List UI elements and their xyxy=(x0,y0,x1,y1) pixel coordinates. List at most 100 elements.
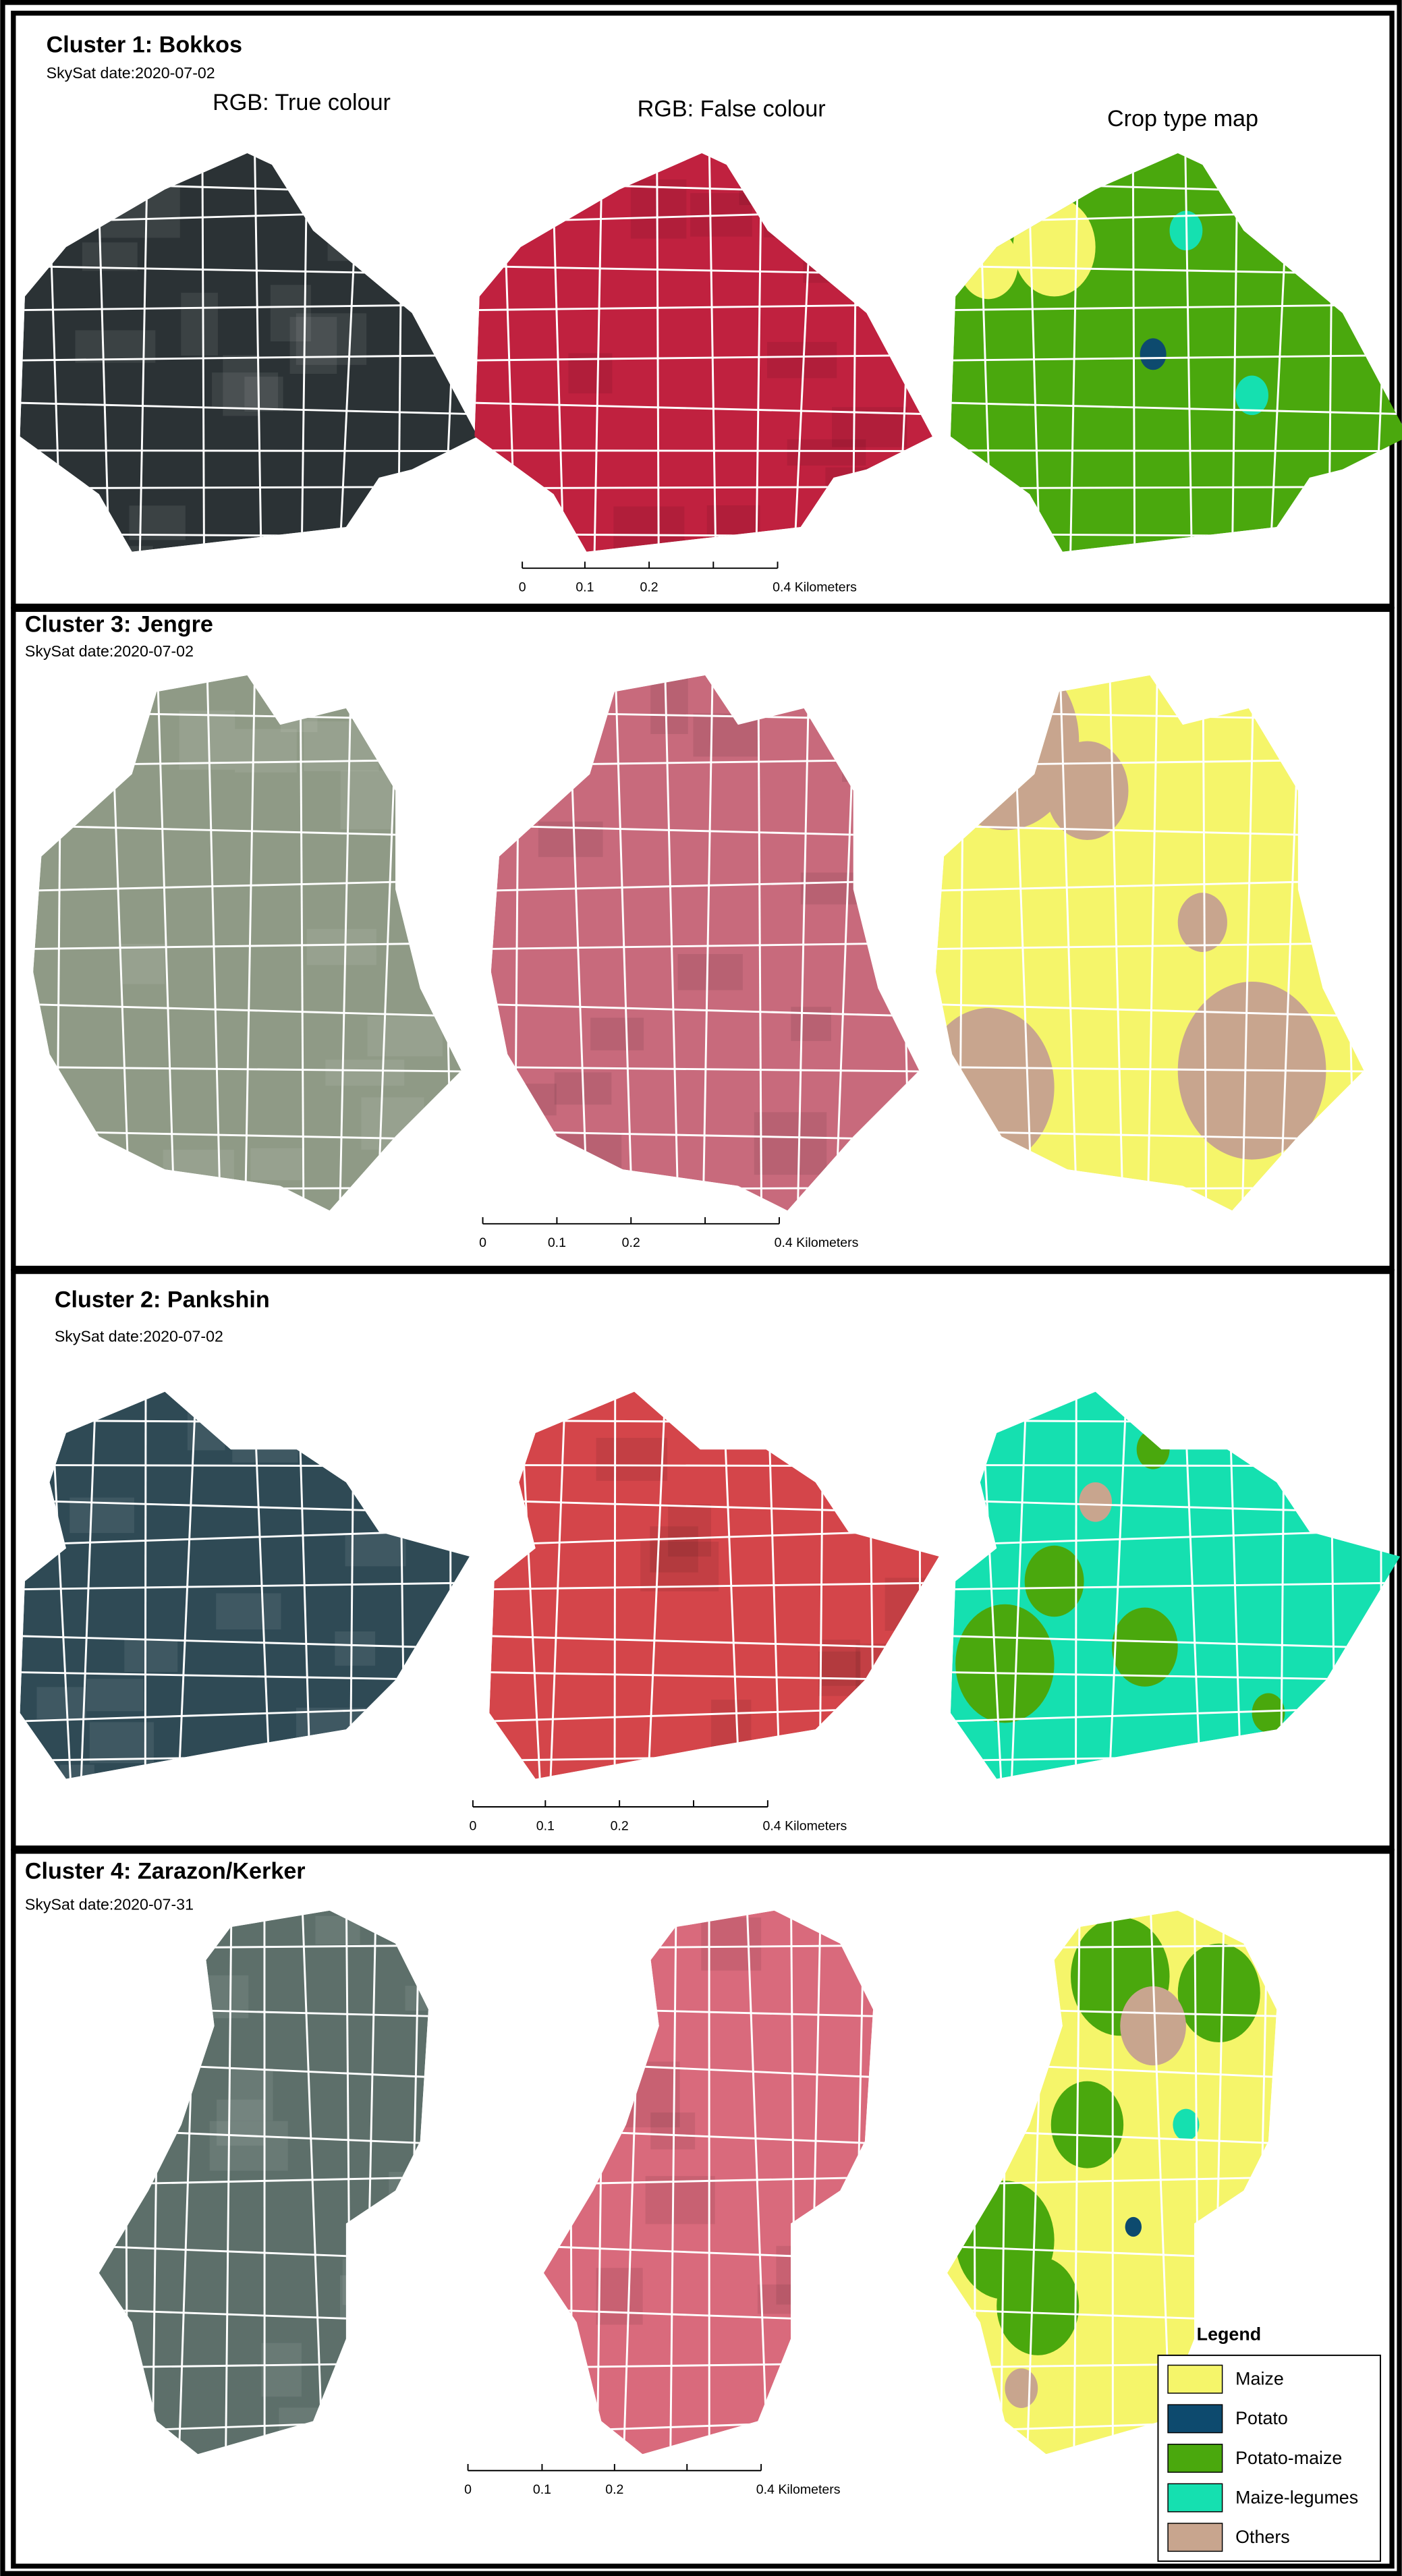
field-boundary xyxy=(664,675,679,1211)
legend-swatch xyxy=(1167,2443,1223,2473)
texture xyxy=(367,1016,443,1057)
field-boundary xyxy=(935,1003,1364,1017)
field-boundary xyxy=(1146,675,1158,1211)
legend-title: Legend xyxy=(1197,2324,1261,2345)
texture xyxy=(82,242,138,271)
texture xyxy=(345,1534,406,1567)
field-boundary xyxy=(935,824,1364,838)
panel-date: SkySat date:2020-07-31 xyxy=(25,1896,194,1913)
panel-title: Cluster 3: Jengre xyxy=(25,612,213,638)
crop-patch xyxy=(1177,893,1227,952)
field-boundary xyxy=(1131,153,1136,552)
legend-swatch xyxy=(1167,2364,1223,2394)
panel-frame xyxy=(11,10,1395,609)
field-boundary xyxy=(796,675,810,1211)
field-boundary xyxy=(1228,1391,1242,1779)
field-boundary xyxy=(244,675,256,1211)
panel-date: SkySat date:2020-07-02 xyxy=(55,1327,223,1345)
texture xyxy=(89,1722,154,1764)
field-boundary xyxy=(708,153,717,552)
scale-label: 0 xyxy=(479,1235,486,1250)
scale-label: 0.4 Kilometers xyxy=(773,580,857,595)
scale-label: 0.4 Kilometers xyxy=(763,1818,847,1833)
texture xyxy=(75,330,156,363)
scale-label: 0.1 xyxy=(536,1818,555,1833)
field-boundary xyxy=(298,1391,312,1779)
texture xyxy=(800,872,862,905)
texture xyxy=(818,1651,861,1696)
field-boundary xyxy=(1075,1391,1077,1779)
field-boundary xyxy=(80,1391,97,1779)
scale-label: 0.4 Kilometers xyxy=(756,2482,841,2497)
scale-label: 0.2 xyxy=(622,1235,640,1250)
map-area xyxy=(20,153,478,552)
field-boundary xyxy=(201,153,205,552)
field-boundary xyxy=(1073,1910,1081,2455)
crop-patch xyxy=(955,1604,1055,1723)
field-boundary xyxy=(746,1910,768,2455)
texture xyxy=(289,316,337,374)
texture xyxy=(179,710,235,770)
legend-label: Maize-legumes xyxy=(1235,2487,1358,2507)
field-boundary xyxy=(1108,1391,1127,1779)
field-boundary xyxy=(593,153,603,552)
map xyxy=(20,1391,470,1779)
texture xyxy=(223,355,260,416)
map-area xyxy=(490,675,920,1211)
field-boundary xyxy=(474,401,932,416)
panel-frame xyxy=(11,1849,1395,2569)
field-boundary xyxy=(138,153,149,552)
legend-swatch xyxy=(1167,2404,1223,2434)
field-boundary xyxy=(1059,675,1078,1211)
field-boundary xyxy=(950,1581,1401,1591)
texture xyxy=(325,1059,405,1086)
texture xyxy=(212,372,279,409)
field-boundary xyxy=(144,1391,147,1779)
field-boundary xyxy=(950,1635,1401,1650)
field-boundary xyxy=(647,1391,667,1779)
field-boundary xyxy=(722,1391,740,1779)
crop-patch xyxy=(1252,1693,1285,1733)
texture xyxy=(306,928,376,965)
crop-patch xyxy=(1177,1943,1260,2043)
crop-patch xyxy=(1050,2081,1124,2168)
field-boundary xyxy=(299,675,305,1211)
legend-label: Potato xyxy=(1235,2408,1288,2428)
map xyxy=(20,153,478,552)
field-boundary xyxy=(1241,675,1255,1211)
texture xyxy=(181,292,218,356)
scale-label: 0.2 xyxy=(605,2482,623,2497)
field-boundary xyxy=(755,153,763,552)
legend-label: Maize xyxy=(1235,2369,1284,2389)
texture xyxy=(124,1639,178,1673)
field-boundary xyxy=(614,675,634,1211)
field-boundary xyxy=(669,1910,677,2455)
panel-frame xyxy=(11,607,1395,1271)
scale-label: 0.1 xyxy=(533,2482,551,2497)
legend-swatch xyxy=(1167,2483,1223,2513)
legend-label: Others xyxy=(1235,2527,1290,2547)
field-boundary xyxy=(489,1635,939,1650)
field-boundary xyxy=(1184,153,1193,552)
texture xyxy=(121,943,165,984)
field-boundary xyxy=(33,824,461,838)
texture xyxy=(596,2268,643,2325)
field-boundary xyxy=(20,1671,470,1681)
field-boundary xyxy=(157,675,175,1211)
field-boundary xyxy=(206,675,221,1211)
texture xyxy=(229,2068,273,2121)
texture xyxy=(650,675,688,734)
crop-patch xyxy=(1235,375,1268,416)
field-boundary xyxy=(20,401,478,416)
field-boundary xyxy=(1069,153,1079,552)
field-boundary xyxy=(20,1635,470,1650)
texture xyxy=(86,1679,144,1712)
field-boundary xyxy=(20,1581,470,1591)
field-boundary xyxy=(1202,675,1208,1211)
field-boundary xyxy=(33,942,461,950)
field-boundary xyxy=(1011,1391,1028,1779)
crop-patch xyxy=(1005,2368,1038,2408)
field-boundary xyxy=(950,401,1402,416)
texture xyxy=(217,2099,265,2146)
